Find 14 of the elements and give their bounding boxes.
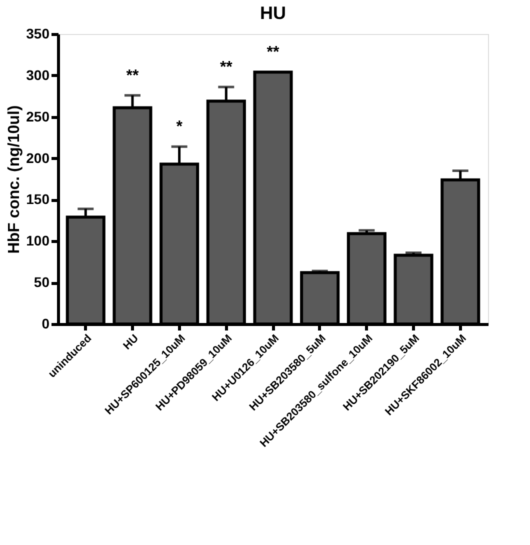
y-tick-label: 200 [26,150,50,166]
annotation: ** [126,67,140,84]
y-tick-label: 350 [26,26,50,42]
y-axis-title: HbF conc. (ng/10ul) [6,105,24,254]
annotation: ** [220,59,234,76]
y-tick-label: 150 [26,191,50,208]
annotation: ** [266,44,280,62]
y-tick-label: 0 [42,316,50,332]
y-tick-label: 100 [26,232,50,249]
y-tick-label: 250 [26,108,50,124]
annotation: * [176,118,184,136]
chart-title: HU [260,3,286,23]
y-tick-label: 300 [26,66,50,83]
y-tick-label: 50 [34,274,50,290]
